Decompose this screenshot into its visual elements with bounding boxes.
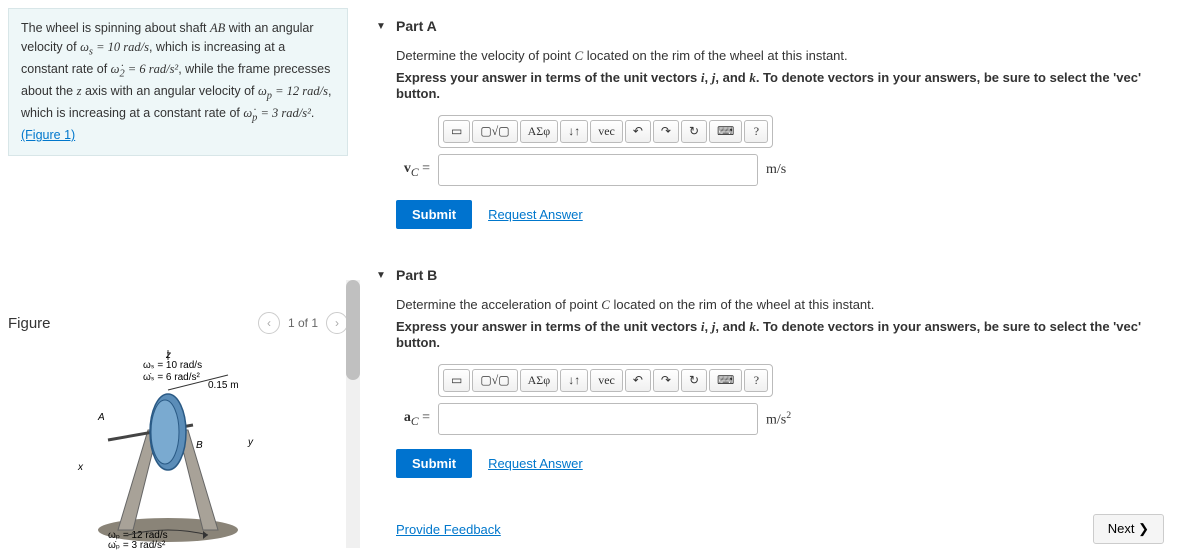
next-button[interactable]: Next ❯ xyxy=(1093,514,1164,544)
answer-b-unit: m/s2 xyxy=(766,410,791,429)
tool-redo-icon[interactable]: ↷ xyxy=(653,369,679,392)
problem-statement: The wheel is spinning about shaft AB wit… xyxy=(8,8,348,156)
tool-undo-icon[interactable]: ↶ xyxy=(625,120,651,143)
text: . xyxy=(311,106,314,120)
provide-feedback-link[interactable]: Provide Feedback xyxy=(396,522,501,537)
text: axis with an angular velocity of xyxy=(81,84,257,98)
request-answer-a-link[interactable]: Request Answer xyxy=(488,207,583,222)
svg-text:y: y xyxy=(247,437,254,448)
part-a-header[interactable]: Part A xyxy=(372,8,1188,48)
answer-a-input[interactable] xyxy=(438,154,758,186)
answer-b-label: aC = xyxy=(396,410,430,428)
tool-keyboard-icon[interactable]: ⌨ xyxy=(709,120,742,143)
part-b-title: Part B xyxy=(396,267,437,283)
request-answer-b-link[interactable]: Request Answer xyxy=(488,456,583,471)
part-a-express: Express your answer in terms of the unit… xyxy=(396,70,1188,101)
figure-title: Figure xyxy=(8,315,51,332)
part-a-title: Part A xyxy=(396,18,437,34)
part-b-express: Express your answer in terms of the unit… xyxy=(396,319,1188,350)
tool-rect-icon[interactable]: ▭ xyxy=(443,369,470,392)
svg-text:0.15 m: 0.15 m xyxy=(208,380,239,391)
tool-greek[interactable]: ΑΣφ xyxy=(520,120,559,143)
figure-prev-button[interactable]: ‹ xyxy=(258,312,280,334)
tool-templates[interactable]: ▢√▢ xyxy=(472,120,517,143)
svg-text:z: z xyxy=(165,350,171,361)
answer-a-label: vC = xyxy=(396,161,430,179)
toolbar-a: ▭ ▢√▢ ΑΣφ ↓↑ vec ↶ ↷ ↻ ⌨ ? xyxy=(438,115,773,148)
tool-vec[interactable]: vec xyxy=(590,120,623,143)
text: The wheel is spinning about shaft xyxy=(21,21,210,35)
part-a-instruction: Determine the velocity of point C locate… xyxy=(396,48,1188,64)
svg-text:ω̇ₚ = 3 rad/s²: ω̇ₚ = 3 rad/s² xyxy=(108,540,166,550)
svg-text:ωₛ = 10 rad/s: ωₛ = 10 rad/s xyxy=(143,360,202,371)
tool-reset-icon[interactable]: ↻ xyxy=(681,120,707,143)
tool-templates[interactable]: ▢√▢ xyxy=(472,369,517,392)
svg-text:A: A xyxy=(97,412,105,423)
tool-help[interactable]: ? xyxy=(744,120,768,143)
tool-help[interactable]: ? xyxy=(744,369,768,392)
svg-text:B: B xyxy=(196,440,203,451)
part-b-header[interactable]: Part B xyxy=(372,257,1188,297)
figure-next-button[interactable]: › xyxy=(326,312,348,334)
var-ab: AB xyxy=(210,21,225,35)
scrollbar-thumb[interactable] xyxy=(346,280,360,380)
submit-a-button[interactable]: Submit xyxy=(396,200,472,229)
figure-counter: 1 of 1 xyxy=(288,316,318,330)
tool-vec[interactable]: vec xyxy=(590,369,623,392)
svg-text:ω̇ₛ = 6 rad/s²: ω̇ₛ = 6 rad/s² xyxy=(143,372,201,383)
tool-redo-icon[interactable]: ↷ xyxy=(653,120,679,143)
tool-greek[interactable]: ΑΣφ xyxy=(520,369,559,392)
tool-subsup[interactable]: ↓↑ xyxy=(560,369,588,392)
tool-undo-icon[interactable]: ↶ xyxy=(625,369,651,392)
submit-b-button[interactable]: Submit xyxy=(396,449,472,478)
part-b-instruction: Determine the acceleration of point C lo… xyxy=(396,297,1188,313)
toolbar-b: ▭ ▢√▢ ΑΣφ ↓↑ vec ↶ ↷ ↻ ⌨ ? xyxy=(438,364,773,397)
answer-b-input[interactable] xyxy=(438,403,758,435)
tool-subsup[interactable]: ↓↑ xyxy=(560,120,588,143)
tool-reset-icon[interactable]: ↻ xyxy=(681,369,707,392)
tool-rect-icon[interactable]: ▭ xyxy=(443,120,470,143)
svg-text:x: x xyxy=(77,462,84,473)
figure-link[interactable]: (Figure 1) xyxy=(21,128,75,142)
figure-image: A B x y ωₛ = 10 rad/s ω̇ₛ = 6 rad/s² 0.1… xyxy=(48,340,308,550)
answer-a-unit: m/s xyxy=(766,162,786,178)
tool-keyboard-icon[interactable]: ⌨ xyxy=(709,369,742,392)
